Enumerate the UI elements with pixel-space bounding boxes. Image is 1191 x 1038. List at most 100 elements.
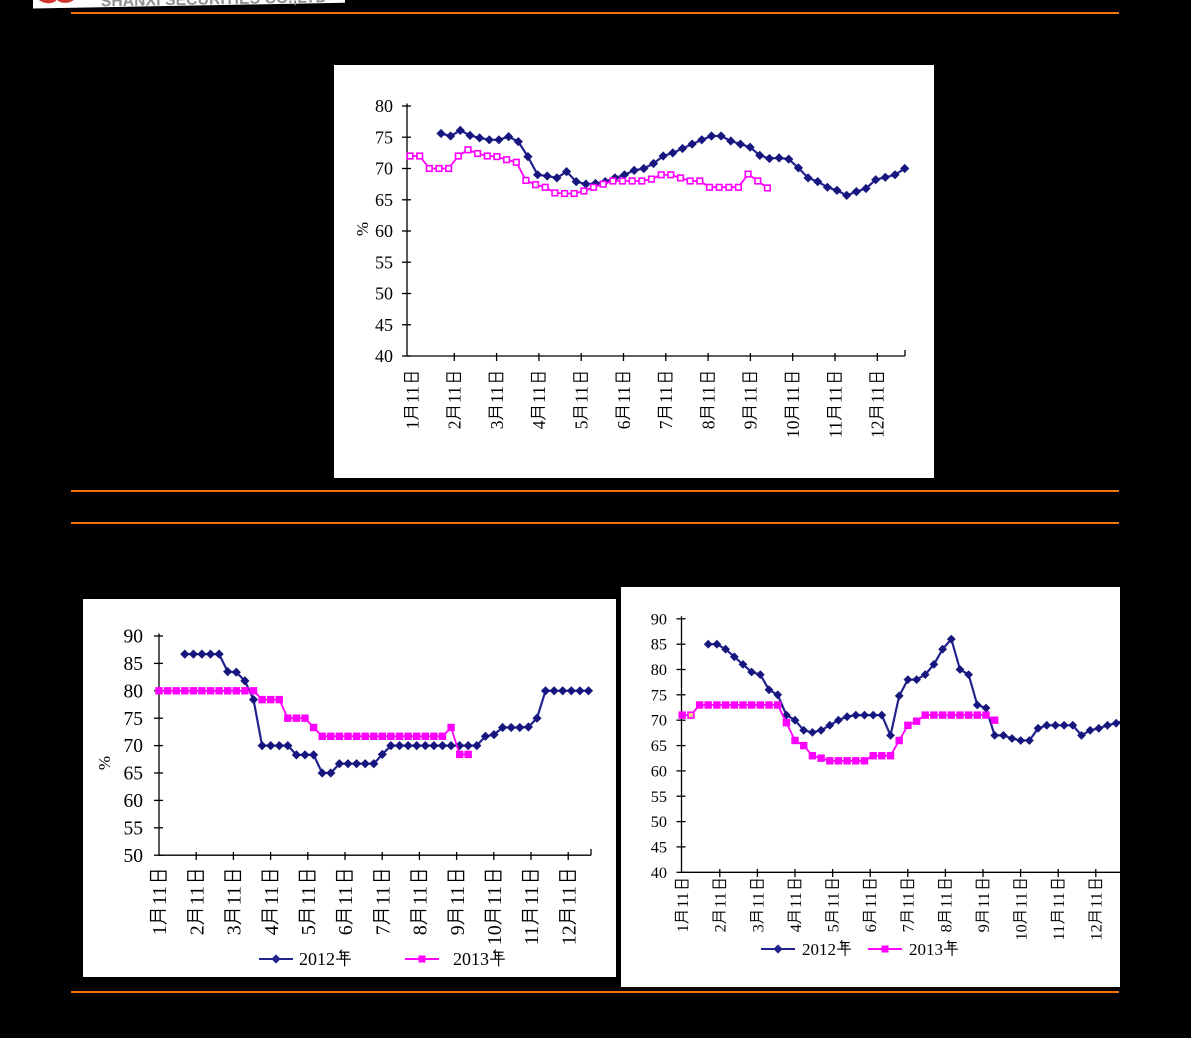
svg-text:70: 70 (651, 711, 667, 730)
svg-text:75: 75 (651, 685, 667, 704)
svg-text:85: 85 (651, 635, 667, 654)
svg-text:60: 60 (124, 791, 144, 812)
svg-text:80: 80 (124, 681, 144, 702)
svg-text:SHANXI SECURITIES CO.,LTD: SHANXI SECURITIES CO.,LTD (101, 0, 327, 9)
svg-text:9: 9 (741, 420, 761, 429)
svg-text:10: 10 (783, 420, 803, 438)
svg-text:11: 11 (402, 386, 422, 403)
svg-text:11: 11 (261, 886, 283, 905)
svg-text:11: 11 (224, 886, 246, 905)
svg-text:11: 11 (698, 386, 718, 403)
svg-text:3: 3 (487, 420, 507, 429)
svg-text:2: 2 (445, 420, 465, 429)
svg-text:8: 8 (410, 925, 432, 935)
svg-text:11: 11 (149, 886, 171, 905)
svg-text:11: 11 (298, 886, 320, 905)
svg-text:11: 11 (572, 386, 592, 403)
svg-text:45: 45 (651, 838, 667, 857)
svg-text:11: 11 (1049, 892, 1068, 908)
svg-text:55: 55 (124, 818, 144, 839)
svg-text:4: 4 (786, 924, 805, 932)
svg-text:50: 50 (651, 812, 667, 831)
svg-text:2012: 2012 (802, 940, 836, 959)
svg-text:5: 5 (572, 420, 592, 429)
svg-text:6: 6 (614, 420, 634, 429)
svg-text:8: 8 (936, 924, 955, 932)
svg-text:11: 11 (614, 386, 634, 403)
svg-text:70: 70 (375, 159, 393, 179)
svg-text:11: 11 (484, 886, 506, 905)
svg-text:11: 11 (186, 886, 208, 905)
svg-text:11: 11 (529, 386, 549, 403)
svg-text:90: 90 (124, 627, 144, 648)
svg-text:11: 11 (974, 892, 993, 908)
svg-text:11: 11 (335, 886, 357, 905)
svg-text:11: 11 (748, 892, 767, 908)
svg-text:11: 11 (1049, 925, 1068, 941)
svg-text:11: 11 (1087, 892, 1106, 908)
svg-text:9: 9 (447, 925, 469, 935)
svg-text:11: 11 (711, 892, 730, 908)
svg-text:11: 11 (936, 892, 955, 908)
svg-text:11: 11 (825, 386, 845, 403)
svg-text:4: 4 (529, 420, 549, 429)
svg-text:11: 11 (558, 886, 580, 905)
svg-text:11: 11 (521, 926, 543, 945)
svg-text:70: 70 (124, 736, 144, 757)
svg-text:12: 12 (868, 421, 888, 439)
svg-text:2: 2 (186, 925, 208, 935)
svg-text:6: 6 (861, 924, 880, 932)
svg-text:10: 10 (1012, 924, 1031, 940)
svg-text:2013: 2013 (909, 940, 943, 959)
svg-text:2013: 2013 (453, 949, 489, 969)
svg-text:40: 40 (375, 346, 393, 366)
svg-text:1: 1 (673, 924, 692, 932)
svg-text:3: 3 (224, 925, 246, 935)
svg-text:%: % (353, 222, 372, 236)
svg-text:1: 1 (149, 925, 171, 935)
svg-text:7: 7 (372, 925, 394, 935)
svg-text:2: 2 (711, 924, 730, 932)
svg-text:11: 11 (786, 892, 805, 908)
svg-text:3: 3 (748, 924, 767, 932)
svg-text:11: 11 (1012, 892, 1031, 908)
svg-text:5: 5 (298, 925, 320, 935)
svg-text:8: 8 (698, 420, 718, 429)
svg-text:80: 80 (375, 96, 393, 116)
svg-text:11: 11 (868, 386, 888, 403)
svg-text:11: 11 (521, 886, 543, 905)
svg-text:55: 55 (651, 787, 667, 806)
svg-text:2012: 2012 (299, 949, 335, 969)
svg-text:90: 90 (651, 609, 667, 628)
svg-text:4: 4 (261, 925, 283, 935)
svg-text:12: 12 (1087, 924, 1106, 940)
svg-text:11: 11 (899, 892, 918, 908)
svg-text:10: 10 (484, 925, 506, 945)
svg-text:1: 1 (402, 420, 422, 429)
svg-text:55: 55 (375, 252, 393, 272)
svg-text:11: 11 (673, 892, 692, 908)
svg-text:50: 50 (124, 846, 144, 867)
svg-text:11: 11 (656, 386, 676, 403)
svg-text:9: 9 (974, 924, 993, 932)
svg-text:80: 80 (651, 660, 667, 679)
svg-text:65: 65 (124, 764, 144, 785)
svg-text:11: 11 (410, 886, 432, 905)
svg-text:11: 11 (741, 386, 761, 403)
svg-text:12: 12 (558, 925, 580, 945)
svg-text:11: 11 (487, 386, 507, 403)
svg-text:65: 65 (651, 736, 667, 755)
svg-text:11: 11 (372, 886, 394, 905)
svg-text:11: 11 (445, 386, 465, 403)
svg-text:11: 11 (824, 892, 843, 908)
svg-text:85: 85 (124, 654, 144, 675)
svg-text:11: 11 (861, 892, 880, 908)
svg-text:7: 7 (656, 420, 676, 429)
svg-text:6: 6 (335, 925, 357, 935)
svg-text:75: 75 (124, 709, 144, 730)
svg-text:11: 11 (825, 421, 845, 438)
svg-text:60: 60 (651, 761, 667, 780)
svg-text:65: 65 (375, 190, 393, 210)
svg-text:11: 11 (447, 886, 469, 905)
svg-text:60: 60 (375, 221, 393, 241)
